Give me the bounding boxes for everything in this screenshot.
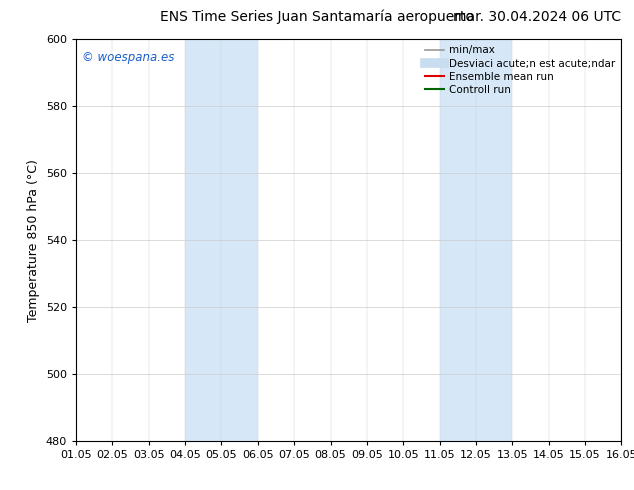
Bar <box>439 39 512 441</box>
Text: © woespana.es: © woespana.es <box>82 51 174 64</box>
Y-axis label: Temperature 850 hPa (°C): Temperature 850 hPa (°C) <box>27 159 40 321</box>
Text: ENS Time Series Juan Santamaría aeropuerto: ENS Time Series Juan Santamaría aeropuer… <box>160 10 474 24</box>
Bar <box>185 39 258 441</box>
Legend: min/max, Desviaci acute;n est acute;ndar, Ensemble mean run, Controll run: min/max, Desviaci acute;n est acute;ndar… <box>421 41 619 99</box>
Text: mar. 30.04.2024 06 UTC: mar. 30.04.2024 06 UTC <box>453 10 621 24</box>
